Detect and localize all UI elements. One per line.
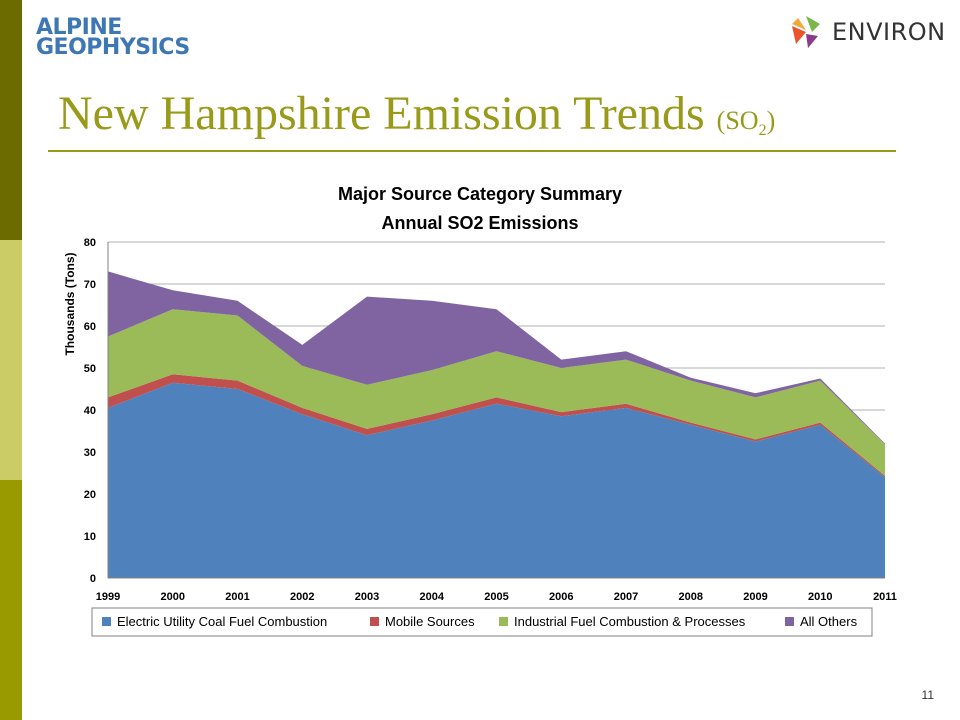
chart-title-line-1: Major Source Category Summary	[338, 184, 622, 204]
y-axis-label: Thousands (Tons)	[63, 252, 77, 355]
title-divider	[48, 150, 896, 152]
legend-label-1: Mobile Sources	[385, 614, 475, 629]
legend-label-3: All Others	[800, 614, 858, 629]
x-tick-label: 2009	[743, 591, 767, 603]
area-series-2	[108, 309, 885, 476]
alpine-geophysics-logo: ALPINE GEOPHYSICS	[36, 15, 190, 60]
environ-mark-icon	[792, 16, 820, 48]
legend-swatch-3	[785, 617, 794, 626]
y-tick-label: 30	[84, 447, 96, 459]
legend-swatch-2	[499, 617, 508, 626]
x-tick-label: 2003	[355, 591, 379, 603]
logo-line-2: GEOPHYSICS	[36, 35, 190, 60]
legend-swatch-1	[370, 617, 379, 626]
environ-wordmark: ENVIRON	[832, 18, 946, 46]
x-tick-label: 2002	[290, 591, 314, 603]
x-tick-label: 2011	[873, 591, 897, 603]
side-bar-dark	[0, 0, 22, 240]
pollutant-close: )	[766, 106, 776, 135]
legend-label-2: Industrial Fuel Combustion & Processes	[514, 614, 746, 629]
y-tick-label: 60	[84, 321, 96, 333]
y-tick-label: 50	[84, 363, 96, 375]
x-tick-label: 2008	[679, 591, 703, 603]
side-bar-mid	[0, 480, 22, 720]
x-tick-label: 2007	[614, 591, 638, 603]
pollutant-open: (SO	[716, 106, 759, 135]
x-tick-label: 2001	[225, 591, 249, 603]
chart-title-line-2: Annual SO2 Emissions	[381, 213, 578, 233]
y-tick-label: 10	[84, 531, 96, 543]
side-bar-light	[0, 240, 22, 480]
slide-title-pollutant: (SO2)	[716, 106, 776, 139]
y-tick-label: 20	[84, 489, 96, 501]
y-tick-label: 70	[84, 279, 96, 291]
x-tick-label: 2000	[161, 591, 185, 603]
y-tick-label: 80	[84, 237, 96, 249]
page-number: 11	[921, 688, 934, 702]
y-tick-label: 40	[84, 405, 96, 417]
slide-title-main: New Hampshire Emission Trends	[58, 87, 705, 140]
x-tick-label: 2010	[808, 591, 832, 603]
x-tick-label: 1999	[96, 591, 120, 603]
area-series-0	[108, 382, 885, 578]
y-tick-label: 0	[90, 573, 96, 585]
pollutant-subscript: 2	[758, 122, 767, 140]
x-tick-label: 2004	[420, 591, 445, 603]
legend-box	[91, 607, 873, 637]
legend-label-0: Electric Utility Coal Fuel Combustion	[117, 614, 327, 629]
legend-swatch-0	[102, 617, 111, 626]
environ-logo: ENVIRON	[788, 14, 946, 50]
logo-line-1: ALPINE	[36, 15, 122, 40]
slide-title: New Hampshire Emission Trends (SO2)	[58, 86, 775, 141]
x-tick-label: 2005	[484, 591, 508, 603]
x-tick-label: 2006	[549, 591, 573, 603]
